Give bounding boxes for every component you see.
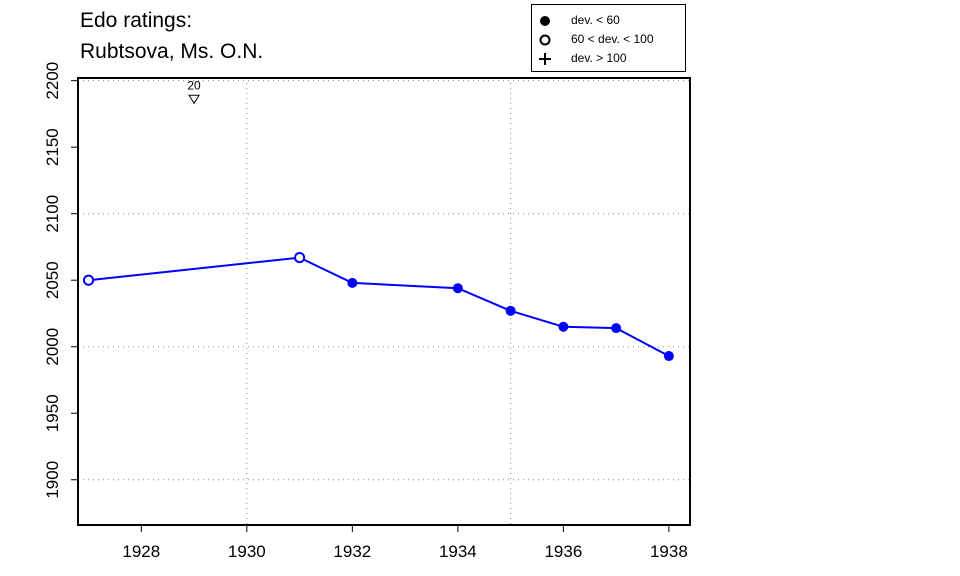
data-point-open (293, 251, 306, 264)
y-tick-label: 2000 (43, 328, 62, 366)
y-tick-label: 2100 (43, 195, 62, 233)
x-tick-label: 1934 (439, 542, 477, 561)
data-point-filled (347, 277, 358, 288)
legend-label: dev. > 100 (571, 51, 627, 65)
x-tick-label: 1928 (122, 542, 160, 561)
legend-label: 60 < dev. < 100 (571, 32, 654, 46)
legend-label: dev. < 60 (571, 13, 620, 27)
legend-item-mid-dev: 60 < dev. < 100 (532, 30, 687, 48)
data-point-filled (505, 305, 516, 316)
y-tick-label: 2050 (43, 261, 62, 299)
x-tick-label: 1936 (544, 542, 582, 561)
data-point-open (82, 274, 95, 286)
x-tick-label: 1938 (650, 542, 688, 561)
data-point-filled (611, 323, 622, 334)
data-point-filled (558, 321, 569, 332)
y-tick-label: 2200 (43, 62, 62, 100)
legend-item-high-dev: dev. > 100 (532, 49, 687, 67)
open-circle-icon (539, 34, 551, 46)
y-tick-label: 1950 (43, 394, 62, 432)
filled-circle-icon (540, 16, 550, 26)
chart-title-line-1: Edo ratings: (80, 9, 193, 32)
y-tick-label: 1900 (43, 461, 62, 499)
chart-title-line-2: Rubtsova, Ms. O.N. (80, 40, 264, 63)
x-tick-label: 1932 (333, 542, 371, 561)
series-line (88, 256, 670, 357)
plus-icon (539, 53, 551, 65)
plot-frame (77, 77, 691, 526)
legend-item-low-dev: dev. < 60 (532, 11, 687, 29)
data-point-filled (452, 283, 463, 294)
annotation-label: 20 (187, 78, 201, 92)
data-point-filled (663, 351, 674, 362)
legend: dev. < 60 60 < dev. < 100 dev. > 100 (531, 4, 686, 72)
y-tick-label: 2150 (43, 128, 62, 166)
down-triangle-icon (188, 94, 200, 105)
x-tick-label: 1930 (228, 542, 266, 561)
